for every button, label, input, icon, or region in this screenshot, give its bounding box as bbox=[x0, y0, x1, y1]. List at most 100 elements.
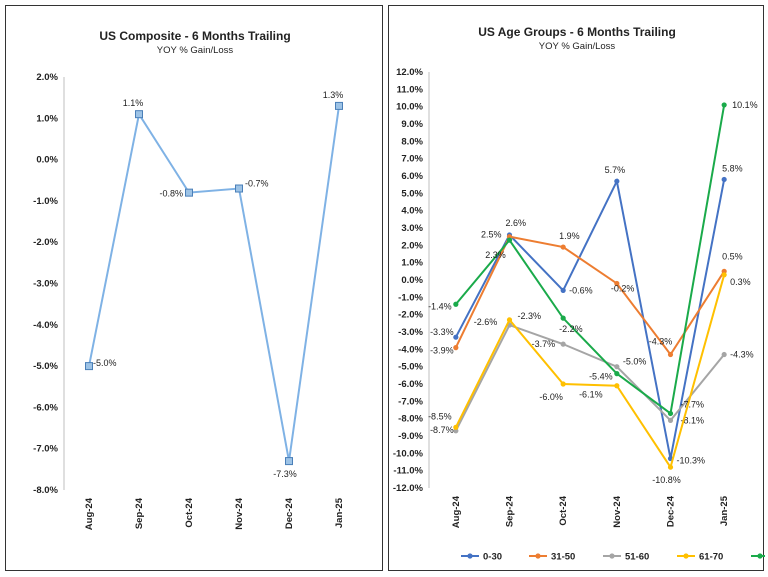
y-tick-label: 7.0% bbox=[401, 154, 423, 165]
y-tick-label: -6.0% bbox=[33, 402, 58, 413]
legend-entry: 31-50 bbox=[551, 552, 575, 563]
y-tick-label: 6.0% bbox=[401, 171, 423, 182]
data-label: -2.6% bbox=[474, 317, 498, 327]
data-point bbox=[85, 362, 93, 371]
legend-marker bbox=[683, 553, 689, 559]
y-tick-label: -2.0% bbox=[398, 310, 423, 321]
data-point bbox=[667, 410, 674, 417]
data-point bbox=[185, 188, 193, 197]
data-label: -4.3% bbox=[649, 337, 673, 347]
y-tick-label: 8.0% bbox=[401, 136, 423, 147]
y-tick-label: 1.0% bbox=[36, 113, 58, 124]
x-tick-label: Dec-24 bbox=[284, 497, 295, 529]
data-point bbox=[285, 457, 293, 466]
data-label: -6.0% bbox=[539, 392, 563, 402]
data-label: -0.6% bbox=[569, 285, 593, 295]
series-line-3 bbox=[454, 274, 726, 470]
data-point bbox=[721, 176, 727, 183]
data-label: -2.3% bbox=[518, 311, 542, 321]
y-tick-label: -8.0% bbox=[33, 485, 58, 496]
y-tick-label: 5.0% bbox=[401, 188, 423, 199]
data-label: -10.8% bbox=[652, 475, 681, 485]
y-tick-label: 3.0% bbox=[401, 223, 423, 234]
data-point bbox=[667, 417, 674, 423]
data-point bbox=[721, 272, 727, 278]
data-label: -2.2% bbox=[559, 324, 583, 334]
data-label: 2.3% bbox=[485, 250, 506, 260]
data-label: -7.7% bbox=[681, 399, 705, 409]
x-tick-label: Sep-24 bbox=[134, 497, 145, 529]
x-tick-label: Oct-24 bbox=[558, 495, 569, 525]
x-tick-label: Oct-24 bbox=[184, 497, 195, 527]
data-point bbox=[560, 341, 566, 347]
y-tick-label: 12.0% bbox=[396, 67, 423, 78]
data-label: -10.3% bbox=[677, 456, 706, 466]
data-point bbox=[335, 101, 343, 110]
data-label: -0.8% bbox=[159, 189, 183, 199]
chart-subtitle: YOY % Gain/Loss bbox=[539, 41, 616, 52]
legend-entry: 61-70 bbox=[699, 552, 723, 563]
y-tick-label: -11.0% bbox=[393, 466, 423, 477]
y-tick-label: -9.0% bbox=[398, 431, 423, 442]
y-tick-label: 11.0% bbox=[397, 84, 424, 95]
y-tick-label: -7.0% bbox=[398, 396, 423, 407]
legend-marker bbox=[757, 553, 763, 559]
y-tick-label: -1.0% bbox=[33, 196, 58, 207]
data-point bbox=[135, 110, 143, 119]
data-label: 1.3% bbox=[323, 90, 344, 100]
us-age-groups-chart: US Age Groups - 6 Months Trailing YOY % … bbox=[393, 25, 765, 563]
data-point bbox=[667, 351, 674, 358]
y-tick-label: -5.0% bbox=[33, 361, 58, 372]
legend-marker bbox=[609, 553, 615, 559]
data-point bbox=[560, 315, 566, 321]
y-tick-label: 4.0% bbox=[401, 206, 423, 217]
data-point bbox=[721, 351, 727, 358]
legend-entry: 0-30 bbox=[483, 552, 502, 563]
x-tick-label: Sep-24 bbox=[505, 495, 516, 527]
data-point bbox=[453, 334, 459, 340]
y-tick-label: -10.0% bbox=[393, 448, 424, 459]
y-tick-label: -5.0% bbox=[398, 362, 423, 373]
y-tick-label: 0.0% bbox=[401, 275, 423, 286]
y-tick-label: 9.0% bbox=[401, 119, 423, 130]
y-tick-label: -4.0% bbox=[398, 344, 423, 355]
legend-marker bbox=[535, 553, 541, 559]
data-point bbox=[560, 381, 566, 387]
y-tick-label: -1.0% bbox=[398, 292, 423, 303]
data-point bbox=[560, 244, 566, 250]
y-tick-label: -3.0% bbox=[33, 279, 58, 290]
chart-title: US Age Groups - 6 Months Trailing bbox=[478, 25, 676, 39]
data-label: 5.8% bbox=[722, 163, 743, 173]
data-point bbox=[560, 287, 566, 293]
data-point bbox=[614, 383, 620, 389]
data-label: -3.7% bbox=[532, 339, 556, 349]
y-tick-label: -7.0% bbox=[33, 444, 58, 455]
data-label: 2.6% bbox=[506, 218, 527, 228]
data-label: 0.3% bbox=[730, 277, 751, 287]
data-label: -3.9% bbox=[430, 346, 454, 356]
y-tick-label: -4.0% bbox=[33, 320, 58, 331]
data-point bbox=[235, 184, 243, 193]
data-label: 2.5% bbox=[481, 230, 502, 240]
x-tick-label: Nov-24 bbox=[234, 497, 245, 529]
chart-subtitle: YOY % Gain/Loss bbox=[157, 45, 234, 56]
y-tick-label: -2.0% bbox=[33, 237, 58, 248]
x-tick-label: Jan-25 bbox=[334, 497, 345, 528]
y-tick-label: 1.0% bbox=[401, 258, 423, 269]
data-point bbox=[614, 178, 620, 184]
data-point bbox=[453, 345, 459, 351]
data-point bbox=[453, 301, 459, 307]
data-label: 1.1% bbox=[123, 98, 144, 108]
data-label: 1.9% bbox=[559, 231, 580, 241]
data-label: -5.4% bbox=[589, 372, 613, 382]
chart-title: US Composite - 6 Months Trailing bbox=[99, 29, 290, 43]
data-point bbox=[614, 280, 620, 287]
data-label: -8.1% bbox=[681, 415, 705, 425]
series-line-2 bbox=[454, 323, 725, 432]
y-tick-label: -6.0% bbox=[398, 379, 423, 390]
data-label: -1.4% bbox=[428, 301, 452, 311]
data-label: -4.3% bbox=[730, 350, 754, 360]
data-label: -8.7% bbox=[430, 425, 454, 435]
data-label: -6.1% bbox=[579, 390, 603, 400]
y-tick-label: -8.0% bbox=[398, 414, 423, 425]
